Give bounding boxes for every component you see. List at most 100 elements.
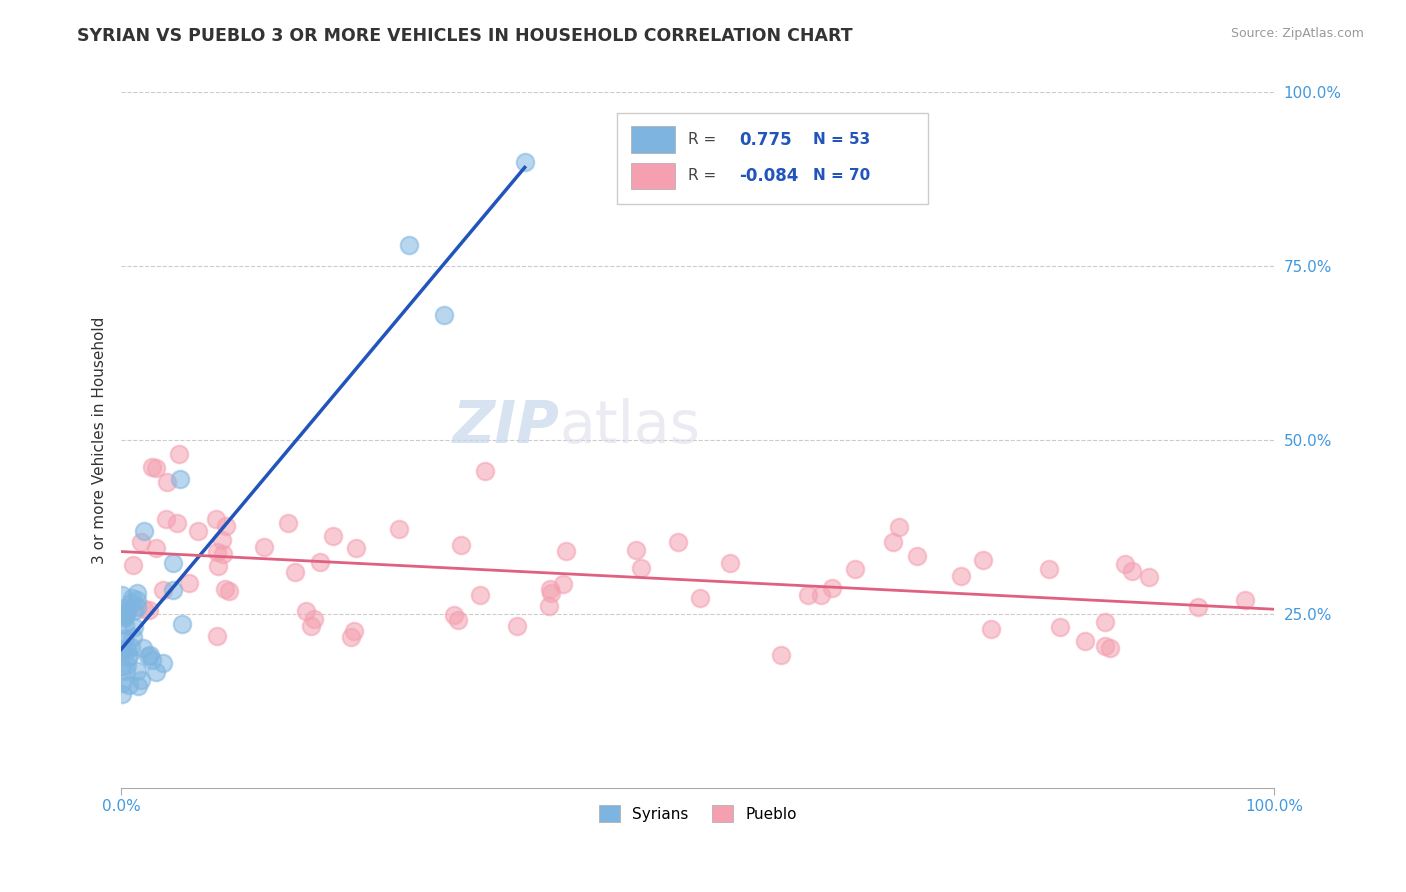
Point xyxy=(810,588,832,602)
Point xyxy=(134,602,156,616)
Point xyxy=(821,581,844,595)
Text: SYRIAN VS PUEBLO 3 OR MORE VEHICLES IN HOUSEHOLD CORRELATION CHART: SYRIAN VS PUEBLO 3 OR MORE VEHICLES IN H… xyxy=(77,27,853,45)
Point xyxy=(112,608,135,623)
Point xyxy=(214,582,236,597)
Point xyxy=(114,633,136,648)
Point xyxy=(155,512,177,526)
Text: 0.775: 0.775 xyxy=(740,130,792,149)
Point xyxy=(115,642,138,657)
Point xyxy=(141,460,163,475)
Point xyxy=(152,656,174,670)
Point xyxy=(138,603,160,617)
Point xyxy=(1074,633,1097,648)
Text: Source: ZipAtlas.com: Source: ZipAtlas.com xyxy=(1230,27,1364,40)
Point xyxy=(1187,600,1209,615)
Point xyxy=(513,154,536,169)
Point xyxy=(1094,639,1116,653)
Point xyxy=(433,308,456,322)
Point xyxy=(304,612,326,626)
Point xyxy=(121,591,143,605)
Point xyxy=(170,617,193,632)
Point xyxy=(129,673,152,687)
Point xyxy=(212,547,235,561)
Point xyxy=(111,643,134,657)
Point xyxy=(145,460,167,475)
Point xyxy=(344,541,367,556)
Point xyxy=(145,541,167,555)
Point xyxy=(114,618,136,632)
Point xyxy=(450,538,472,552)
Point xyxy=(139,648,162,662)
Text: R =: R = xyxy=(689,132,717,147)
Point xyxy=(343,624,366,639)
Point xyxy=(166,516,188,531)
Point xyxy=(443,608,465,623)
Point xyxy=(474,464,496,478)
Point xyxy=(131,640,153,655)
Point xyxy=(115,657,138,672)
Point xyxy=(162,557,184,571)
Point xyxy=(111,659,134,673)
Point xyxy=(322,529,344,543)
FancyBboxPatch shape xyxy=(631,162,675,189)
Point xyxy=(1049,620,1071,634)
Point xyxy=(1099,640,1122,655)
Point xyxy=(114,611,136,625)
FancyBboxPatch shape xyxy=(631,127,675,153)
Point xyxy=(112,601,135,615)
Point xyxy=(882,535,904,549)
Point xyxy=(398,238,420,252)
Point xyxy=(205,545,228,559)
Point xyxy=(538,582,561,596)
Point xyxy=(127,593,149,607)
Point xyxy=(211,533,233,548)
Point xyxy=(122,620,145,634)
Text: ZIP: ZIP xyxy=(453,398,560,455)
Point xyxy=(114,607,136,622)
Point xyxy=(972,552,994,566)
Point xyxy=(120,640,142,654)
Point xyxy=(253,540,276,554)
Point xyxy=(122,604,145,618)
Point xyxy=(1137,570,1160,584)
Point xyxy=(340,631,363,645)
Text: N = 70: N = 70 xyxy=(813,169,870,183)
Point xyxy=(152,582,174,597)
Point xyxy=(162,583,184,598)
Point xyxy=(1038,562,1060,576)
Point xyxy=(177,576,200,591)
Point xyxy=(205,511,228,525)
Legend: Syrians, Pueblo: Syrians, Pueblo xyxy=(592,798,803,829)
Point xyxy=(115,664,138,678)
Point xyxy=(905,549,928,564)
Point xyxy=(538,599,561,614)
Point xyxy=(111,589,134,603)
Point xyxy=(111,675,134,690)
Point xyxy=(295,604,318,618)
Point xyxy=(169,471,191,485)
Point xyxy=(218,583,240,598)
Point xyxy=(797,588,820,602)
Point xyxy=(145,665,167,679)
Point xyxy=(207,559,229,574)
Point xyxy=(949,569,972,583)
Point xyxy=(118,678,141,692)
Point xyxy=(387,522,409,536)
Point xyxy=(129,534,152,549)
Point xyxy=(167,447,190,461)
Point xyxy=(720,556,742,570)
Y-axis label: 3 or more Vehicles in Household: 3 or more Vehicles in Household xyxy=(93,317,107,564)
Text: -0.084: -0.084 xyxy=(740,167,799,185)
Point xyxy=(468,588,491,602)
Point xyxy=(689,591,711,606)
Point xyxy=(111,687,134,701)
Point xyxy=(117,649,139,664)
Text: N = 53: N = 53 xyxy=(813,132,870,147)
Point xyxy=(553,577,575,591)
Point xyxy=(136,648,159,663)
Text: atlas: atlas xyxy=(560,398,700,455)
Point xyxy=(309,554,332,568)
Point xyxy=(284,565,307,579)
Text: R =: R = xyxy=(689,169,717,183)
Point xyxy=(111,642,134,657)
